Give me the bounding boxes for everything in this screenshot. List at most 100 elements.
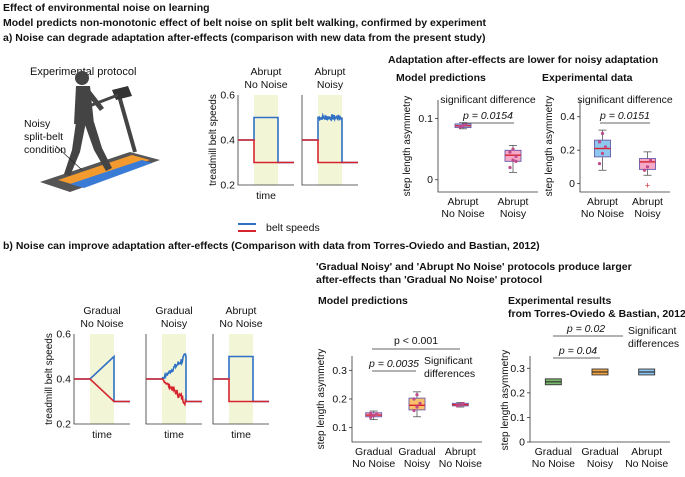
box-point (642, 168, 647, 172)
figure-subtitle: Model predicts non-monotonic effect of b… (3, 17, 487, 29)
stat-ylabel: step length asymmetry (544, 96, 555, 197)
p-value-b-model-2: p < 0.001 (394, 335, 438, 347)
speed-chart-title-2: No Noise (219, 318, 262, 330)
box-point (412, 408, 416, 413)
box-point (375, 412, 379, 416)
speed-chart-title-1: Abrupt (226, 305, 257, 317)
panel-b-exp-title-2: from Torres-Oviedo & Bastian, 2012 (508, 308, 685, 320)
speed-chart-title-1: Gradual (83, 305, 120, 317)
stat-ylabel: step length asymmetry (402, 96, 413, 197)
stat-xtick-1: Abrupt (631, 446, 662, 458)
stat-ytick: 0 (519, 437, 525, 449)
stat-ytick: 0.2 (332, 394, 347, 406)
box-point (369, 411, 373, 415)
stat-xtick-2: Noisy (634, 208, 661, 220)
speed-chart-title-1: Gradual (155, 305, 192, 317)
walker-head (75, 71, 89, 85)
speed-axes (237, 95, 294, 186)
box-point (418, 401, 422, 405)
stat-ytick: 0.1 (332, 422, 347, 434)
adaptation-shade (318, 95, 342, 185)
treadmill-post (116, 91, 137, 153)
box-point (415, 393, 419, 397)
speed-chart-title-2: No Noise (244, 79, 287, 91)
sig-text-b-exp-2: differences (628, 338, 679, 350)
panel-a-exp-title: Experimental data (542, 72, 633, 84)
box-point (455, 404, 459, 408)
stat-xtick-1: Abrupt (632, 196, 663, 208)
stat-xtick-1: Abrupt (587, 196, 618, 208)
stat-xtick-1: Abrupt (498, 196, 529, 208)
stat-xtick-1: Abrupt (445, 446, 476, 458)
stat-ytick: 0.3 (510, 363, 525, 375)
stat-ytick: 0.1 (510, 412, 525, 424)
stat-ylabel-b-exp: step length asymmetry (500, 350, 511, 451)
treadmill-belt-left (58, 155, 150, 186)
speed-line-red (74, 378, 130, 403)
box-point (597, 161, 602, 166)
stat-ytick: 0.2 (560, 145, 575, 157)
stat-xtick-1: Gradual (398, 446, 435, 458)
stat-xtick-1: Gradual (581, 446, 618, 458)
speed-ytick: 0.2 (220, 180, 235, 192)
stat-xtick-2: No Noise (439, 458, 482, 470)
speed-line-blue (302, 112, 358, 164)
box-point (458, 124, 462, 128)
box-point (369, 415, 373, 419)
stat-xtick-2: Noisy (587, 458, 614, 470)
box-body (639, 158, 656, 170)
box-point (600, 131, 605, 136)
speed-chart-title-2: Noisy (161, 318, 188, 330)
panel-a-section-title: Adaptation after-effects are lower for n… (388, 54, 659, 66)
speed-line-red (238, 139, 294, 164)
adaptation-shade (162, 334, 186, 424)
stat-ytick: 0 (427, 174, 433, 186)
stat-ytick: 0.4 (560, 111, 575, 123)
panel-b-exp-title-1: Experimental results (508, 295, 612, 307)
speed-ytick: 0.4 (220, 135, 235, 147)
box-point (597, 140, 602, 144)
speed-ytick: 0.4 (56, 374, 71, 386)
speed-line-red (146, 378, 202, 407)
sig-text-a-model: significant difference (440, 94, 536, 106)
stat-ytick: 0.1 (418, 113, 433, 125)
speed-chart-title-1: Abrupt (251, 66, 282, 78)
stat-xtick-1: Gradual (355, 446, 392, 458)
box-point (645, 165, 650, 169)
speed-chart-title-2: Noisy (317, 79, 344, 91)
walker-leg-right (84, 122, 112, 171)
speed-xlabel: time (256, 190, 276, 202)
speed-line-blue (146, 353, 202, 403)
p-value-a-exp: p = 0.0151 (599, 110, 650, 122)
p-value-b-exp-2: p = 0.02 (566, 323, 605, 335)
speed-chart-title-2: No Noise (80, 318, 123, 330)
stat-xtick-2: No Noise (441, 208, 484, 220)
legend-label: belt speeds (266, 222, 320, 234)
box-point (514, 159, 518, 163)
stat-ytick: 0.3 (332, 365, 347, 377)
condition-label-2: split-belt (24, 131, 64, 143)
stat-axes (351, 356, 482, 443)
walker-arm (88, 90, 104, 111)
adaptation-shade (254, 95, 278, 185)
sig-text-b-exp-1: Significant (628, 325, 677, 337)
stat-xtick-1: Abrupt (448, 196, 479, 208)
stat-xtick-2: Noisy (404, 458, 431, 470)
box-outlier: + (645, 180, 650, 190)
speed-chart-title-1: Abrupt (315, 66, 346, 78)
stat-axes (579, 100, 670, 193)
speed-xlabel: time (231, 429, 251, 441)
speed-line-red (213, 378, 269, 403)
box-point (600, 151, 605, 156)
stat-xtick-1: Gradual (535, 446, 572, 458)
condition-label-1: Noisy (24, 118, 51, 130)
box-point (415, 405, 419, 409)
